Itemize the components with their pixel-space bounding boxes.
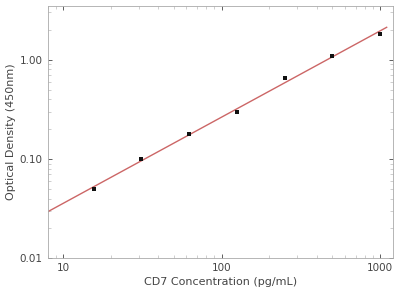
Y-axis label: Optical Density (450nm): Optical Density (450nm) (6, 64, 16, 200)
Point (282, 76, 288, 81)
Point (329, 53, 336, 58)
X-axis label: CD7 Concentration (pg/mL): CD7 Concentration (pg/mL) (144, 277, 297, 287)
Point (377, 32, 383, 37)
Point (138, 157, 145, 162)
Point (186, 131, 192, 136)
Point (234, 109, 240, 114)
Point (90, 187, 97, 191)
